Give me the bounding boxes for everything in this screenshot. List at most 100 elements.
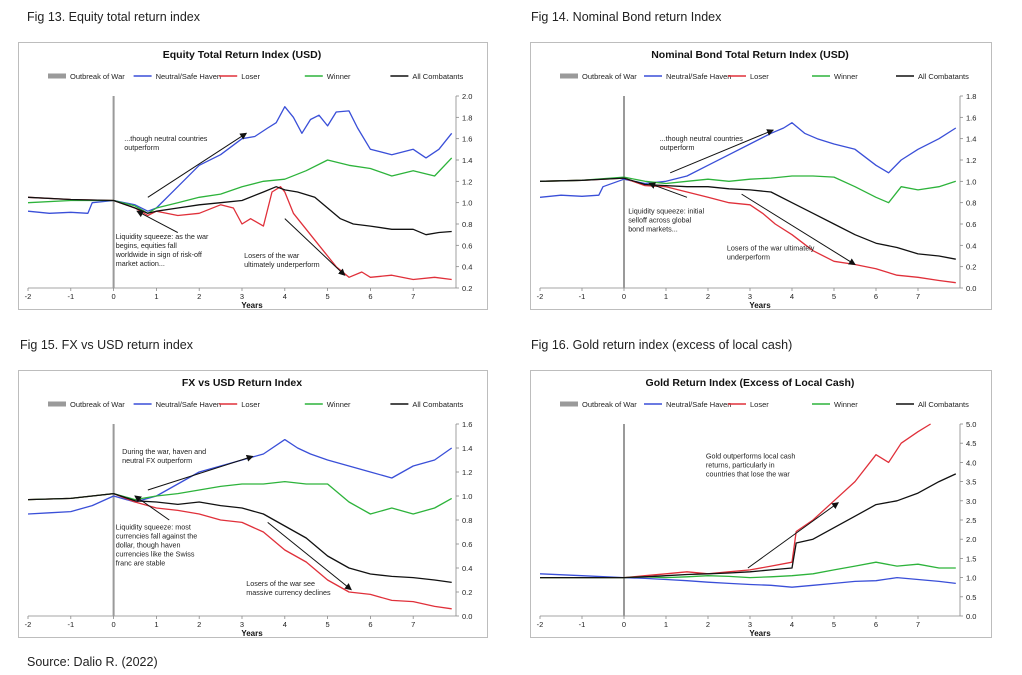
fig14-annotation-line: bond markets... (628, 224, 678, 233)
fig13-y-tick-label: 0.6 (462, 241, 472, 250)
fig16-title: Gold Return Index (Excess of Local Cash) (646, 377, 855, 389)
fig13-caption: Fig 13. Equity total return index (27, 10, 201, 24)
fig15-x-tick-label: 2 (197, 620, 201, 629)
fig14-annotation-line: outperform (660, 143, 695, 152)
fig13-annotation-2: Liquidity squeeze: as the war begins, equ… (115, 232, 209, 268)
fig15-annotation-line: dollar, though haven (116, 541, 181, 550)
fig15-x-tick-label: -1 (67, 620, 74, 629)
fig13-x-tick-label: 6 (368, 292, 372, 301)
fig15-x-axis-label: Years (241, 629, 263, 638)
fig15-y-tick-label: 0.4 (462, 564, 472, 573)
fig16-x-tick-label: 0 (622, 620, 626, 629)
fig14-annotation-line: Liquidity squeeze: initial (628, 206, 704, 215)
fig15-annotation-3: Losers of the war see massive currency de… (246, 579, 331, 597)
fig15-legend-label-loser: Loser (241, 400, 260, 409)
fig15-annotation-line: During the war, haven and (122, 447, 206, 456)
fig14-x-tick-label: 6 (874, 292, 878, 301)
fig14-x-tick-label: 3 (748, 292, 752, 301)
fig13-series-loser (28, 186, 452, 281)
fig15-annotation-line: neutral FX outperform (122, 456, 192, 465)
fig16-x-tick-label: 3 (748, 620, 752, 629)
fig14-y-tick-label: 1.8 (966, 92, 976, 101)
fig13-y-tick-label: 2.0 (462, 92, 472, 101)
fig16-y-tick-label: 1.0 (966, 574, 976, 583)
fig13-annotation-arrow-3 (284, 218, 346, 276)
fig14-chart: Nominal Bond Total Return Index (USD) Out… (530, 42, 992, 310)
fig13-series-winner (28, 157, 453, 214)
fig14-y-tick-label: 1.2 (966, 156, 976, 165)
fig13-y-tick-label: 0.4 (462, 263, 472, 272)
fig15-y-tick-label: 0.6 (462, 540, 472, 549)
fig13-y-tick-label: 0.8 (462, 220, 472, 229)
fig13-series-all-combatants (28, 186, 452, 236)
fig15-x-tick-label: 3 (240, 620, 244, 629)
fig15-annotation-2: Liquidity squeeze: most currencies fall a… (116, 523, 198, 568)
fig13-annotation-line: begins, equities fall (116, 241, 178, 250)
fig14-legend-label-outbreak-of-war: Outbreak of War (582, 72, 637, 81)
fig14-panel: Nominal Bond Total Return Index (USD) Out… (530, 42, 992, 310)
fig14-legend-label-loser: Loser (750, 72, 769, 81)
fig14-annotation-line: underperform (727, 253, 770, 262)
fig14-annotation-arrow-3 (741, 193, 856, 266)
fig15-y-tick-label: 0.8 (462, 516, 472, 525)
fig13-legend-label-outbreak-of-war: Outbreak of War (70, 72, 125, 81)
fig16-x-tick-label: 6 (874, 620, 878, 629)
fig14-annotation-line: selloff across global (628, 215, 691, 224)
fig14-legend-label-all-combatants: All Combatants (918, 72, 969, 81)
fig15-annotation-arrow-3 (267, 522, 352, 591)
fig15-x-tick-label: -2 (25, 620, 32, 629)
fig16-annotation-arrow-1 (747, 502, 840, 569)
fig14-x-tick-label: 7 (916, 292, 920, 301)
fig14-annotation-2: Liquidity squeeze: initial selloff across… (628, 206, 704, 233)
fig13-x-axis-label: Years (241, 301, 263, 310)
fig14-series-winner (540, 175, 956, 204)
fig14-legend-label-neutral-safe-haven: Neutral/Safe Haven (666, 72, 731, 81)
fig16-x-tick-label: 5 (832, 620, 836, 629)
fig14-x-tick-label: 1 (664, 292, 668, 301)
fig14-annotation-line: Losers of the war ultimately (727, 244, 815, 253)
fig14-annotation-line: ...though neutral countries (660, 134, 744, 143)
fig15-y-tick-label: 1.0 (462, 492, 472, 501)
fig13-legend-label-winner: Winner (327, 72, 351, 81)
fig15-y-tick-label: 0.2 (462, 588, 472, 597)
fig15-series-winner (28, 480, 453, 515)
fig15-series-loser (28, 492, 452, 610)
fig16-panel: Gold Return Index (Excess of Local Cash)… (530, 370, 992, 638)
fig15-annotation-arrow-2 (134, 495, 170, 521)
fig14-x-tick-label: 2 (706, 292, 710, 301)
fig14-annotation-1: ...though neutral countries outperform (660, 134, 744, 152)
fig14-y-tick-label: 0.8 (966, 199, 976, 208)
fig16-legend-label-outbreak-of-war: Outbreak of War (582, 400, 637, 409)
fig16-y-tick-label: 0.5 (966, 593, 976, 602)
fig16-x-axis-label: Years (749, 629, 771, 638)
fig13-series-neutral-safe-haven (28, 106, 453, 214)
fig13-x-tick-label: 2 (197, 292, 201, 301)
fig15-annotation-line: currencies like the Swiss (116, 550, 195, 559)
fig16-caption: Fig 16. Gold return index (excess of loc… (531, 338, 793, 352)
fig14-x-tick-label: 0 (622, 292, 626, 301)
fig15-y-tick-label: 0.0 (462, 612, 472, 621)
fig16-y-tick-label: 2.5 (966, 516, 976, 525)
fig15-annotation-line: currencies fall against the (116, 532, 198, 541)
fig15-annotation-arrow-1 (147, 454, 254, 491)
fig15-x-tick-label: 1 (154, 620, 158, 629)
fig13-annotation-line: outperform (124, 143, 159, 152)
fig16-x-tick-label: 7 (916, 620, 920, 629)
fig16-x-tick-label: -2 (537, 620, 544, 629)
fig13-annotation-line: Losers of the war (244, 251, 300, 260)
fig14-series-neutral-safe-haven (540, 122, 957, 198)
fig13-title: Equity Total Return Index (USD) (163, 49, 321, 61)
fig14-x-tick-label: 5 (832, 292, 836, 301)
fig14-series-all-combatants (540, 177, 956, 260)
fig16-legend-label-neutral-safe-haven: Neutral/Safe Haven (666, 400, 731, 409)
fig15-legend-label-all-combatants: All Combatants (412, 400, 463, 409)
fig13-x-tick-label: 3 (240, 292, 244, 301)
fig13-y-tick-label: 1.6 (462, 135, 472, 144)
fig14-x-tick-label: -1 (579, 292, 586, 301)
fig16-legend-label-winner: Winner (834, 400, 858, 409)
fig16-chart: Gold Return Index (Excess of Local Cash)… (530, 370, 992, 638)
fig15-x-tick-label: 4 (283, 620, 287, 629)
fig14-legend-label-winner: Winner (834, 72, 858, 81)
fig16-y-tick-label: 0.0 (966, 612, 976, 621)
fig13-annotation-line: ultimately underperform (244, 260, 320, 269)
